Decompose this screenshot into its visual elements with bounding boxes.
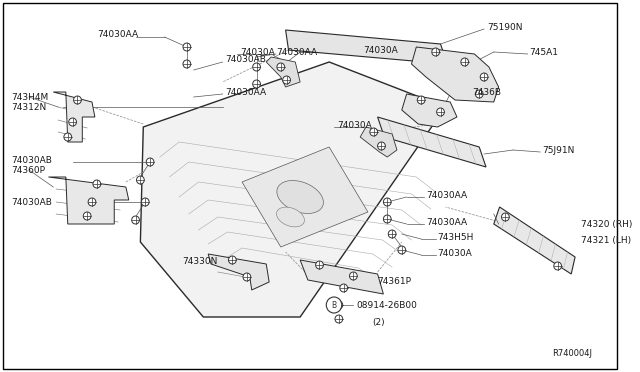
Text: 743H5H: 743H5H (438, 232, 474, 241)
Text: 74330N: 74330N (182, 257, 218, 266)
Text: 74030AB: 74030AB (12, 198, 52, 206)
Text: 74360P: 74360P (12, 166, 45, 174)
Text: (2): (2) (372, 317, 385, 327)
Circle shape (243, 273, 251, 281)
Polygon shape (49, 177, 129, 224)
Circle shape (183, 43, 191, 51)
Text: 74030A: 74030A (438, 248, 472, 257)
Circle shape (370, 128, 378, 136)
Text: 74030AB: 74030AB (225, 55, 266, 64)
Polygon shape (402, 94, 457, 127)
Circle shape (283, 76, 291, 84)
Polygon shape (53, 92, 95, 142)
Circle shape (554, 262, 561, 270)
Text: 74030AA: 74030AA (97, 29, 138, 38)
Text: 74030AB: 74030AB (12, 155, 52, 164)
Ellipse shape (277, 180, 323, 214)
Circle shape (74, 96, 81, 104)
Text: 743H4M: 743H4M (12, 93, 49, 102)
Text: 74030AA: 74030AA (426, 190, 467, 199)
Text: 75J91N: 75J91N (542, 145, 575, 154)
Circle shape (141, 198, 149, 206)
Text: 74320 (RH): 74320 (RH) (581, 219, 632, 228)
Circle shape (383, 215, 391, 223)
Text: 74030AA: 74030AA (426, 218, 467, 227)
Circle shape (68, 118, 77, 126)
Circle shape (136, 176, 144, 184)
Text: B: B (332, 301, 337, 310)
Circle shape (461, 58, 468, 66)
Circle shape (64, 133, 72, 141)
Polygon shape (266, 57, 300, 87)
Circle shape (383, 198, 391, 206)
Text: 74321 (LH): 74321 (LH) (581, 235, 631, 244)
Circle shape (83, 212, 91, 220)
Polygon shape (208, 254, 269, 290)
Circle shape (476, 90, 483, 98)
Text: 75190N: 75190N (487, 22, 522, 32)
Polygon shape (300, 260, 383, 294)
Circle shape (277, 63, 285, 71)
Circle shape (316, 261, 323, 269)
Circle shape (388, 230, 396, 238)
Circle shape (132, 216, 140, 224)
Circle shape (228, 256, 236, 264)
Polygon shape (285, 30, 447, 64)
Polygon shape (360, 127, 397, 157)
Circle shape (349, 272, 357, 280)
Text: 74030A: 74030A (363, 45, 398, 55)
Text: 74030AA: 74030AA (225, 87, 267, 96)
Text: 74361P: 74361P (378, 278, 412, 286)
Circle shape (398, 246, 406, 254)
Circle shape (340, 284, 348, 292)
Text: 74030AA: 74030AA (276, 48, 317, 57)
Circle shape (432, 48, 440, 56)
Polygon shape (494, 207, 575, 274)
Circle shape (417, 96, 425, 104)
Text: 745A1: 745A1 (529, 48, 559, 57)
Text: 08914-26B00: 08914-26B00 (356, 301, 417, 310)
Circle shape (253, 80, 260, 88)
Polygon shape (412, 47, 499, 102)
Text: 74030A: 74030A (240, 48, 275, 57)
Polygon shape (378, 117, 486, 167)
Text: 74030A: 74030A (337, 121, 372, 129)
Text: 74312N: 74312N (12, 103, 47, 112)
Circle shape (436, 108, 444, 116)
Polygon shape (242, 147, 368, 247)
Circle shape (335, 301, 343, 309)
Circle shape (326, 297, 342, 313)
Circle shape (146, 158, 154, 166)
Circle shape (183, 60, 191, 68)
Polygon shape (140, 62, 445, 317)
Circle shape (480, 73, 488, 81)
Ellipse shape (276, 207, 305, 227)
Circle shape (253, 63, 260, 71)
Text: 7436B: 7436B (472, 87, 502, 96)
Circle shape (93, 180, 100, 188)
Circle shape (502, 213, 509, 221)
Circle shape (88, 198, 96, 206)
Text: R740004J: R740004J (552, 350, 592, 359)
Circle shape (378, 142, 385, 150)
Circle shape (335, 315, 343, 323)
